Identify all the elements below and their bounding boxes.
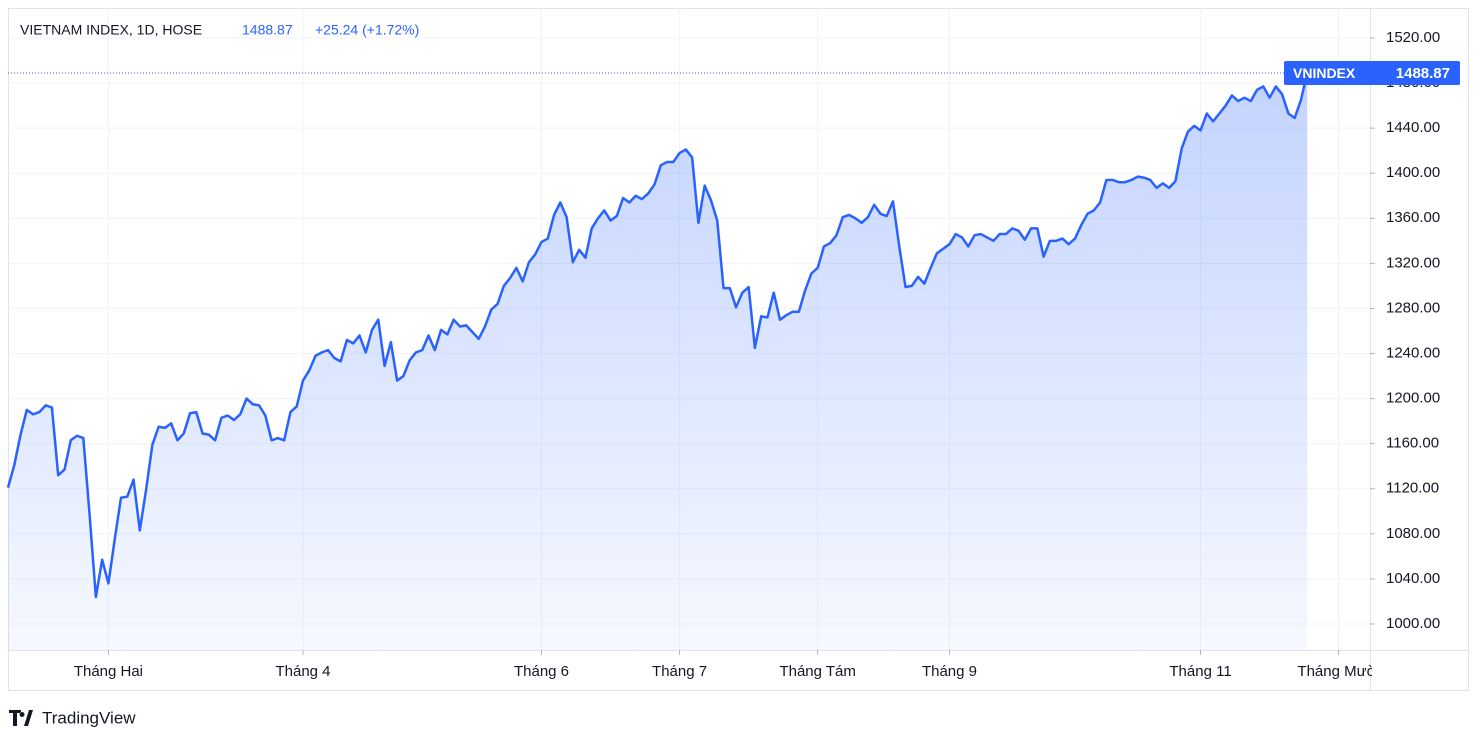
header: VIETNAM INDEX, 1D, HOSE 1488.87 +25.24 (… bbox=[20, 22, 419, 38]
line bbox=[6, 72, 1309, 599]
change: +25.24 (+1.72%) bbox=[315, 22, 419, 38]
price-label: 1488.87 bbox=[1396, 65, 1450, 82]
x-tick-label: Tháng Tám bbox=[779, 663, 855, 680]
x-tick-label: Tháng 9 bbox=[922, 663, 977, 680]
watermark: TradingView bbox=[42, 708, 136, 727]
plot bbox=[6, 72, 1370, 650]
series-name: VNINDEX bbox=[1293, 65, 1356, 81]
price-badge: VNINDEX 1488.87 bbox=[1284, 61, 1460, 86]
y-tick-label: 1280.00 bbox=[1386, 299, 1440, 316]
y-tick-label: 1360.00 bbox=[1386, 209, 1440, 226]
price-badge-box bbox=[1284, 61, 1460, 86]
y-axis: 1000.00 1040.00 1080.00 1120.00 1160.00 1200.… bbox=[1370, 29, 1440, 632]
y-tick-label: 1080.00 bbox=[1386, 525, 1440, 542]
y-tick-label: 1440.00 bbox=[1386, 119, 1440, 136]
y-tick-label: 1400.00 bbox=[1386, 164, 1440, 181]
y-tick-label: 1520.00 bbox=[1386, 29, 1440, 46]
y-tick-label: 1240.00 bbox=[1386, 344, 1440, 361]
x-axis: Tháng Hai Tháng 4 Tháng 6 Tháng 7 Tháng Tám T… bbox=[74, 650, 1379, 680]
x-tick-label: Tháng Hai bbox=[74, 663, 143, 680]
y-tick-label: 1000.00 bbox=[1386, 615, 1440, 632]
x-tick-label: Tháng 6 bbox=[514, 663, 569, 680]
frame bbox=[8, 8, 1469, 691]
x-tick-label: Tháng 4 bbox=[275, 663, 330, 680]
x-tick-label: Tháng Mười bbox=[1297, 663, 1379, 680]
y-tick-label: 1040.00 bbox=[1386, 570, 1440, 587]
y-tick-label: 1120.00 bbox=[1386, 480, 1439, 497]
y-tick-label: 1200.00 bbox=[1386, 390, 1440, 407]
chart-title: VIETNAM INDEX, 1D, HOSE bbox=[20, 22, 202, 38]
y-tick-label: 1160.00 bbox=[1386, 435, 1439, 452]
y-tick-label: 1320.00 bbox=[1386, 254, 1440, 271]
x-tick-label: Tháng 7 bbox=[652, 663, 707, 680]
logo: TradingView bbox=[9, 708, 136, 727]
area bbox=[8, 73, 1308, 650]
x-tick-label: Tháng 11 bbox=[1169, 663, 1231, 680]
last-value: 1488.87 bbox=[242, 22, 293, 38]
logo-mark bbox=[9, 710, 33, 726]
